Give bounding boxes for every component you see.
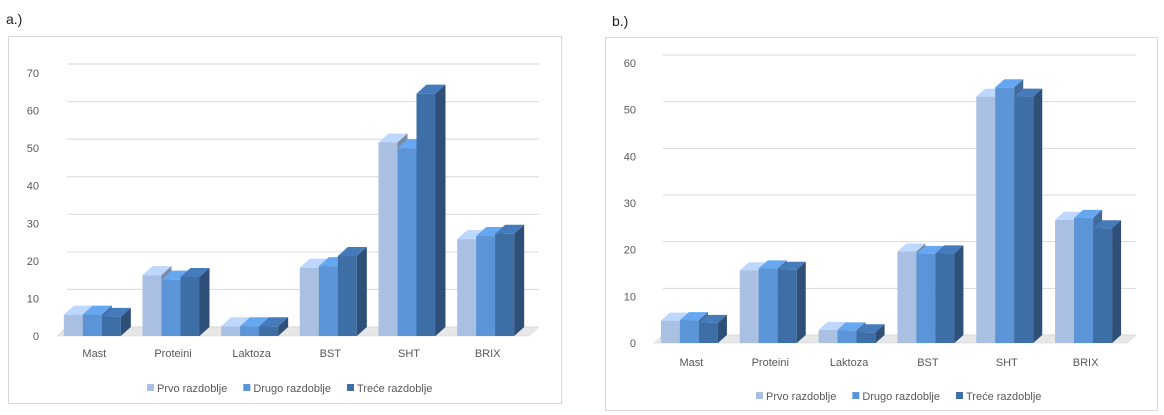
chart-b-legend-swatch-1 (852, 392, 860, 399)
chart-b-frame: 0 10 20 30 40 50 60 Mast Proteini Laktoza BST SHT BR… (605, 37, 1158, 411)
chart-a: 0 10 20 30 40 50 60 70 Mast Proteini Laktoza BST SHT… (27, 63, 540, 395)
chart-b-category-label-5: BRIX (1073, 357, 1099, 369)
chart-a-ytick-label-0: 0 (33, 331, 39, 343)
chart-b-ytick-label-0: 0 (630, 338, 636, 350)
chart-b-legend-swatch-2 (955, 392, 963, 399)
chart-a-bar-1-2 (180, 268, 210, 336)
chart-b-bar-4-2 (1014, 88, 1043, 343)
chart-a-ytick-label-6: 60 (27, 106, 39, 118)
chart-a-ytick-label-4: 40 (27, 181, 39, 193)
chart-a-bar-2-2 (259, 317, 289, 336)
chart-a-category-label-3: BST (320, 348, 342, 360)
chart-b-legend-label-2: Treće razdoblje (966, 391, 1041, 403)
chart-b-category-label-4: SHT (996, 357, 1018, 369)
chart-a-legend-swatch-1 (243, 384, 251, 391)
panel-label-b: b.) (612, 13, 629, 29)
chart-b-legend-label-1: Drugo razdoblje (862, 391, 940, 403)
chart-a-bar-5-2 (495, 224, 525, 336)
chart-a-frame: 0 10 20 30 40 50 60 70 Mast Proteini Laktoza BST SHT… (8, 36, 562, 404)
chart-b-bar-0-2 (698, 314, 727, 343)
chart-a-category-label-2: Laktoza (232, 348, 271, 360)
chart-b-ytick-label-3: 30 (624, 198, 636, 210)
chart-b-category-label-3: BST (917, 357, 939, 369)
chart-a-category-label-0: Mast (82, 348, 106, 360)
chart-a-category-label-4: SHT (398, 348, 420, 360)
chart-b: 0 10 20 30 40 50 60 Mast Proteini Laktoza BST SHT BR… (624, 54, 1137, 403)
chart-a-ytick-label-3: 30 (27, 218, 39, 230)
chart-a-ytick-label-5: 50 (27, 143, 39, 155)
chart-a-ytick-label-2: 20 (27, 256, 39, 268)
chart-b-ytick-label-2: 20 (624, 245, 636, 257)
chart-b-ytick-label-4: 40 (624, 151, 636, 163)
chart-a-legend-swatch-0 (147, 384, 154, 391)
chart-a-legend-swatch-2 (346, 384, 354, 391)
chart-b-legend-swatch-0 (756, 392, 763, 399)
chart-b-legend-label-0: Prvo razdoblje (766, 391, 836, 403)
chart-b-category-label-2: Laktoza (830, 357, 869, 369)
chart-a-bar-4-2 (416, 84, 446, 336)
chart-a-legend-label-0: Prvo razdoblje (157, 383, 227, 395)
chart-b-bar-3-2 (935, 245, 964, 343)
chart-a-category-label-5: BRIX (475, 348, 501, 360)
chart-b-ytick-label-5: 50 (624, 105, 636, 117)
chart-a-category-label-1: Proteini (154, 348, 191, 360)
chart-b-bar-2-2 (856, 324, 885, 343)
chart-b-ytick-label-1: 10 (624, 291, 636, 303)
chart-b-bar-5-2 (1093, 220, 1122, 343)
chart-b-category-label-0: Mast (679, 357, 703, 369)
chart-b-bar-1-2 (777, 261, 806, 343)
chart-a-legend-label-1: Drugo razdoblje (253, 383, 331, 395)
chart-a-legend-label-2: Treće razdoblje (357, 383, 432, 395)
chart-a-ytick-label-7: 70 (27, 68, 39, 80)
chart-a-bar-0-2 (101, 307, 131, 336)
chart-b-category-label-1: Proteini (752, 357, 789, 369)
chart-a-bar-3-2 (337, 246, 367, 336)
panel-label-a: a.) (6, 11, 23, 27)
chart-a-ytick-label-1: 10 (27, 293, 39, 305)
chart-b-ytick-label-6: 60 (624, 58, 636, 70)
